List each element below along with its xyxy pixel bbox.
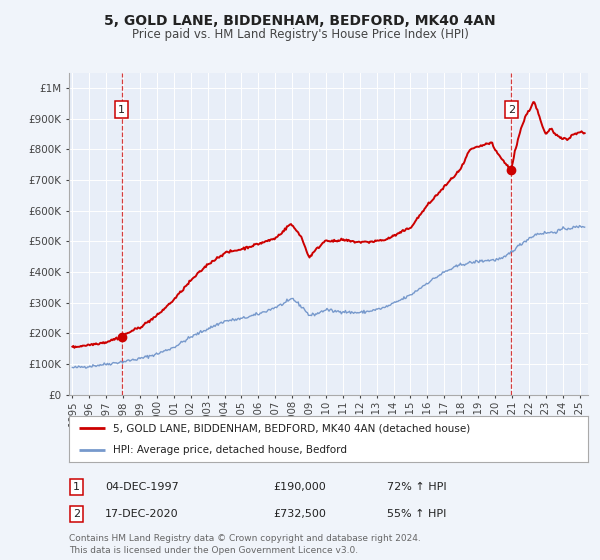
Text: £732,500: £732,500 [273,509,326,519]
Text: 2: 2 [508,105,515,115]
Text: 5, GOLD LANE, BIDDENHAM, BEDFORD, MK40 4AN (detached house): 5, GOLD LANE, BIDDENHAM, BEDFORD, MK40 4… [113,423,470,433]
Text: HPI: Average price, detached house, Bedford: HPI: Average price, detached house, Bedf… [113,445,347,455]
Text: 17-DEC-2020: 17-DEC-2020 [105,509,179,519]
Text: 55% ↑ HPI: 55% ↑ HPI [387,509,446,519]
Text: 1: 1 [73,482,80,492]
Text: 2: 2 [73,509,80,519]
Text: 1: 1 [118,105,125,115]
Text: 72% ↑ HPI: 72% ↑ HPI [387,482,446,492]
Text: Price paid vs. HM Land Registry's House Price Index (HPI): Price paid vs. HM Land Registry's House … [131,28,469,41]
Text: 5, GOLD LANE, BIDDENHAM, BEDFORD, MK40 4AN: 5, GOLD LANE, BIDDENHAM, BEDFORD, MK40 4… [104,14,496,28]
Text: Contains HM Land Registry data © Crown copyright and database right 2024.
This d: Contains HM Land Registry data © Crown c… [69,534,421,555]
Text: 04-DEC-1997: 04-DEC-1997 [105,482,179,492]
Text: £190,000: £190,000 [273,482,326,492]
